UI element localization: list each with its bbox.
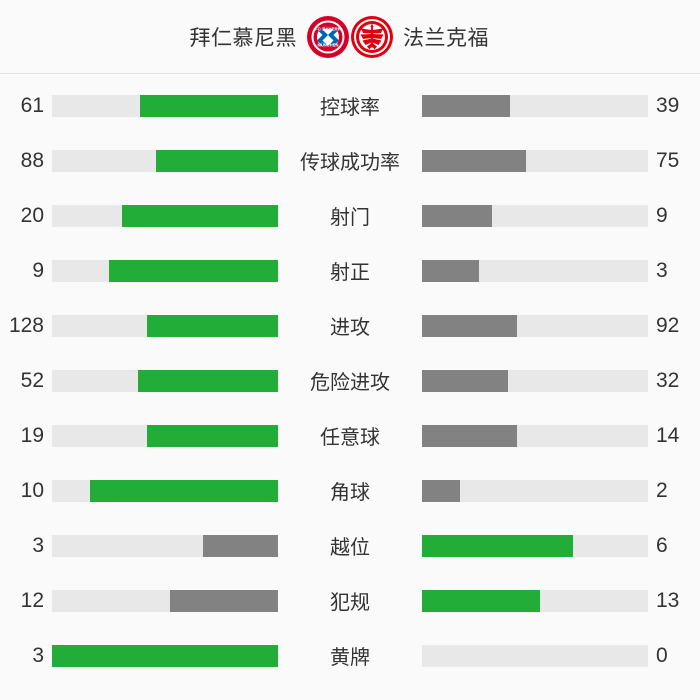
away-bar-track (422, 204, 648, 227)
away-value: 6 (656, 533, 668, 557)
away-value: 75 (656, 148, 680, 172)
home-bar-track (52, 534, 278, 557)
stat-label: 进攻 (330, 317, 370, 339)
stat-row: 9 射正 3 (0, 243, 700, 298)
away-value: 14 (656, 423, 680, 447)
away-bar-fill (422, 149, 526, 172)
away-value: 92 (656, 313, 680, 337)
home-bar-track (52, 94, 278, 117)
stat-row: 3 黄牌 0 (0, 628, 700, 683)
home-team-name: 拜仁慕尼黑 (189, 26, 297, 50)
stat-row: 52 危险进攻 32 (0, 353, 700, 408)
away-bar-track (422, 424, 648, 447)
away-bar-track (422, 589, 648, 612)
stat-label: 传球成功率 (300, 152, 400, 174)
home-bar-fill (155, 149, 278, 172)
home-value: 52 (20, 368, 44, 392)
stat-label: 越位 (330, 537, 370, 559)
bayern-munich-crest-icon: FC BAYERN MÜNCHEN (306, 15, 350, 59)
away-bar-fill (422, 314, 517, 337)
away-bar-track (422, 259, 648, 282)
stat-row: 10 角球 2 (0, 463, 700, 518)
home-team: 拜仁慕尼黑 (120, 15, 350, 59)
home-value: 88 (20, 148, 44, 172)
away-bar-track (422, 534, 648, 557)
away-bar-fill (422, 369, 508, 392)
home-bar-track (52, 479, 278, 502)
home-value: 3 (32, 643, 44, 667)
stat-row: 19 任意球 14 (0, 408, 700, 463)
away-value: 3 (656, 258, 668, 282)
away-value: 9 (656, 203, 668, 227)
home-bar-fill (108, 259, 278, 282)
away-bar-track (422, 479, 648, 502)
home-value: 10 (20, 478, 44, 502)
svg-text:MÜNCHEN: MÜNCHEN (318, 42, 339, 47)
away-team-name: 法兰克福 (403, 26, 489, 50)
away-bar-track (422, 94, 648, 117)
home-bar-fill (146, 424, 278, 447)
stat-row: 128 进攻 92 (0, 298, 700, 353)
stat-label: 黄牌 (330, 647, 370, 669)
stat-label: 射正 (330, 262, 370, 284)
home-bar-fill (52, 644, 278, 667)
away-bar-fill (422, 424, 517, 447)
stat-label: 危险进攻 (310, 372, 390, 394)
home-bar-fill (140, 94, 278, 117)
home-value: 3 (32, 533, 44, 557)
away-value: 39 (656, 93, 680, 117)
away-value: 13 (656, 588, 680, 612)
home-value: 128 (8, 313, 44, 337)
home-bar-track (52, 149, 278, 172)
away-bar-fill (422, 534, 574, 557)
stat-label: 犯规 (330, 592, 370, 614)
stats-rows: 61 控球率 39 88 传球成功率 75 20 射门 9 9 射正 3 128 进攻 92 52 危险进攻 32… (0, 74, 700, 700)
home-bar-track (52, 369, 278, 392)
away-bar-fill (422, 259, 479, 282)
stat-label: 角球 (330, 482, 370, 504)
stat-row: 20 射门 9 (0, 188, 700, 243)
svg-text:FC BAYERN: FC BAYERN (315, 26, 342, 31)
home-value: 12 (20, 588, 44, 612)
home-value: 19 (20, 423, 44, 447)
away-value: 32 (656, 368, 680, 392)
home-bar-track (52, 424, 278, 447)
home-bar-track (52, 589, 278, 612)
stat-row: 88 传球成功率 75 (0, 133, 700, 188)
away-bar-fill (422, 479, 461, 502)
stat-row: 12 犯规 13 (0, 573, 700, 628)
away-value: 2 (656, 478, 668, 502)
stat-label: 控球率 (320, 97, 380, 119)
away-bar-track (422, 644, 648, 667)
away-bar-track (422, 314, 648, 337)
stat-label: 任意球 (320, 427, 380, 449)
away-bar-track (422, 369, 648, 392)
away-team: 法兰克福 (350, 15, 580, 59)
away-bar-fill (422, 94, 511, 117)
home-bar-fill (169, 589, 278, 612)
home-bar-track (52, 314, 278, 337)
home-bar-track (52, 204, 278, 227)
home-bar-track (52, 259, 278, 282)
home-bar-fill (137, 369, 278, 392)
home-value: 20 (20, 203, 44, 227)
home-value: 9 (32, 258, 44, 282)
away-value: 0 (656, 643, 668, 667)
home-bar-fill (122, 204, 278, 227)
home-bar-fill (146, 314, 278, 337)
home-value: 61 (20, 93, 44, 117)
teams-header: 拜仁慕尼黑 (0, 0, 700, 74)
stat-label: 射门 (330, 207, 370, 229)
away-bar-fill (422, 589, 540, 612)
stat-row: 3 越位 6 (0, 518, 700, 573)
away-bar-track (422, 149, 648, 172)
home-bar-track (52, 644, 278, 667)
eintracht-frankfurt-crest-icon (350, 15, 394, 59)
home-bar-fill (90, 479, 278, 502)
home-bar-fill (203, 534, 278, 557)
stat-row: 61 控球率 39 (0, 78, 700, 133)
away-bar-fill (422, 204, 493, 227)
